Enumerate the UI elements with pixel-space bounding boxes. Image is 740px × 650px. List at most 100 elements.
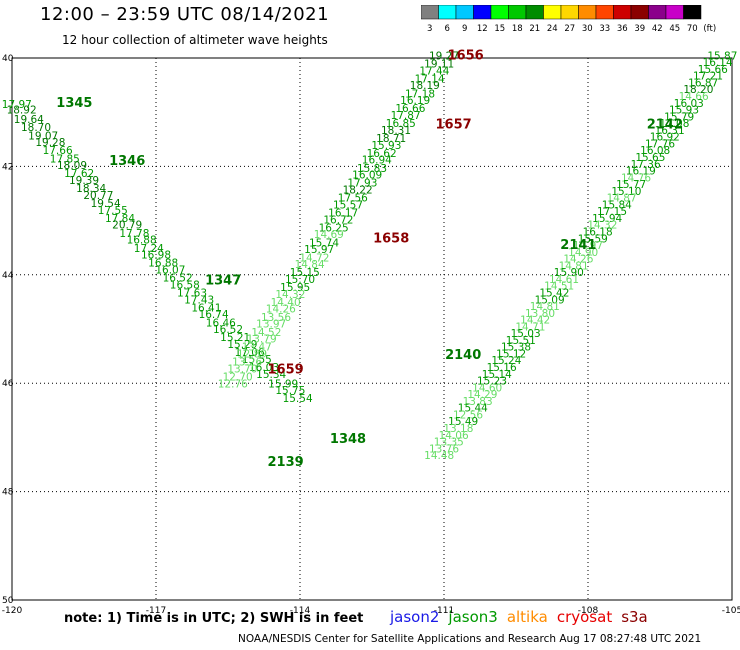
swh-value-label: 15.70 [285, 274, 315, 286]
swh-value-label: 19.11 [424, 58, 454, 70]
time-marker-label: 1657 [436, 117, 472, 132]
x-tick-label: -105 [722, 606, 740, 616]
swh-value-label: 16.92 [650, 132, 680, 144]
satellite-legend-s3a: s3a [621, 608, 648, 626]
swh-value-label: 14.26 [266, 304, 296, 316]
swh-value-label: 17.84 [105, 213, 135, 225]
plot-frame [11, 57, 733, 601]
swh-value-label: 14.66 [679, 91, 709, 103]
swh-value-label: 17.08 [659, 118, 689, 130]
satellite-legend-jason2: jason2 [390, 608, 440, 626]
colorbar-label: 12 [477, 24, 488, 34]
swh-value-label: 16.94 [362, 155, 392, 167]
swh-value-label: 15.15 [290, 267, 320, 279]
swh-value-label: 18.20 [683, 84, 713, 96]
swh-value-label: 19.28 [35, 137, 65, 149]
swh-value-label: 15.21 [220, 332, 250, 344]
swh-value-label: 13.97 [256, 319, 286, 331]
swh-value-label: 19.64 [14, 114, 44, 126]
page-subtitle: 12 hour collection of altimeter wave hei… [62, 33, 328, 47]
y-tick-label: 40 [2, 54, 14, 64]
swh-value-label: 16.19 [400, 95, 430, 107]
time-marker-label: 1656 [448, 48, 484, 63]
swh-value-label: 15.97 [304, 244, 334, 256]
swh-value-label: 14.72 [299, 252, 329, 264]
x-tick-label: -114 [290, 606, 311, 616]
credit-line: NOAA/NESDIS Center for Satellite Applica… [238, 633, 702, 645]
swh-value-label: 13.83 [463, 396, 493, 408]
swh-value-label: 17.24 [134, 243, 164, 255]
swh-value-label: 15.03 [511, 328, 541, 340]
swh-value-label: 14.29 [467, 389, 497, 401]
swh-value-label: 18.34 [76, 183, 106, 195]
swh-value-label: 14.40 [271, 297, 301, 309]
swh-value-label: 16.85 [386, 118, 416, 130]
swh-value-label: 17.43 [184, 294, 214, 306]
page-title: 12:00 – 23:59 UTC 08/14/2021 [40, 4, 330, 25]
swh-value-label: 13.26 [232, 357, 262, 369]
colorbar-label: 33 [599, 24, 610, 34]
swh-value-label: 16.18 [583, 227, 613, 239]
colorbar-label: 3 [427, 24, 432, 34]
colorbar-label: 39 [634, 24, 645, 34]
swh-value-label: 14.97 [573, 240, 603, 252]
satellite-legend-jason3: jason3 [448, 608, 498, 626]
swh-value-label: 15.54 [283, 393, 313, 405]
swh-value-label: 18.70 [21, 122, 51, 134]
swh-value-label: 15.16 [487, 362, 517, 374]
swh-value-label: 15.84 [602, 199, 632, 211]
time-marker-label: 1345 [56, 96, 92, 111]
colorbar-label: 36 [617, 24, 628, 34]
swh-value-label: 16.88 [148, 258, 178, 270]
x-tick-label: -108 [578, 606, 599, 616]
swh-value-label: 15.99 [268, 378, 298, 390]
swh-value-label: 15.12 [496, 348, 526, 360]
swh-value-label: 15.83 [357, 163, 387, 175]
colorbar-label: 30 [582, 24, 593, 34]
swh-value-label: 15.34 [256, 369, 286, 381]
swh-value-label: 15.74 [309, 237, 339, 249]
units-note: note: 1) Time is in UTC; 2) SWH is in fe… [64, 611, 364, 626]
swh-value-label: 14.81 [530, 301, 560, 313]
swh-value-label: 15.29 [227, 339, 257, 351]
swh-value-label: 16.03 [249, 362, 279, 374]
swh-value-label: 17.63 [177, 287, 207, 299]
colorbar-label: 6 [445, 24, 450, 34]
colorbar-label: 21 [529, 24, 540, 34]
swh-value-label: 20.77 [83, 190, 113, 202]
swh-value-label: 15.87 [707, 50, 737, 62]
colorbar-label: 15 [494, 24, 505, 34]
swh-value-label: 17.87 [391, 110, 421, 122]
y-tick-label: 48 [2, 488, 14, 498]
swh-value-label: 15.77 [616, 179, 646, 191]
swh-value-label: 17.36 [631, 159, 661, 171]
swh-value-label: 16.17 [328, 208, 358, 220]
time-marker-label: 1346 [109, 154, 145, 169]
swh-value-label: 19.27 [429, 50, 459, 62]
time-marker-label: 2140 [445, 348, 481, 363]
swh-value-label: 14.69 [314, 229, 344, 241]
swh-value-label: 14.61 [549, 274, 579, 286]
swh-value-label: 16.09 [352, 170, 382, 182]
colorbar: 3 6 9 12 15 18 21 24 27 30 33 36 39 42 45 70 (ft) [421, 5, 716, 34]
swh-value-label: 15.51 [506, 335, 536, 347]
swh-value-label: 14.76 [621, 172, 651, 184]
swh-value-label: 15.38 [501, 342, 531, 354]
swh-value-label: 17.66 [43, 145, 73, 157]
swh-value-label: 12.89 [237, 348, 267, 360]
time-marker-label: 2142 [647, 117, 683, 132]
colorbar-label: 18 [512, 24, 523, 34]
swh-value-label: 15.66 [698, 64, 728, 76]
swh-value-label: 16.14 [703, 57, 733, 69]
colorbar-label: 27 [564, 24, 575, 34]
swh-value-label: 16.46 [206, 317, 236, 329]
swh-value-label: 13.47 [242, 342, 272, 354]
swh-value-label: 15.23 [477, 376, 507, 388]
swh-value-label: 17.85 [50, 153, 80, 165]
swh-value-label: 13.56 [261, 312, 291, 324]
swh-value-label: 17.55 [98, 205, 128, 217]
swh-value-label: 14.84 [295, 259, 325, 271]
swh-value-label: 17.18 [405, 88, 435, 100]
time-marker-label: 1658 [373, 231, 409, 246]
swh-value-label: 14.71 [515, 321, 545, 333]
